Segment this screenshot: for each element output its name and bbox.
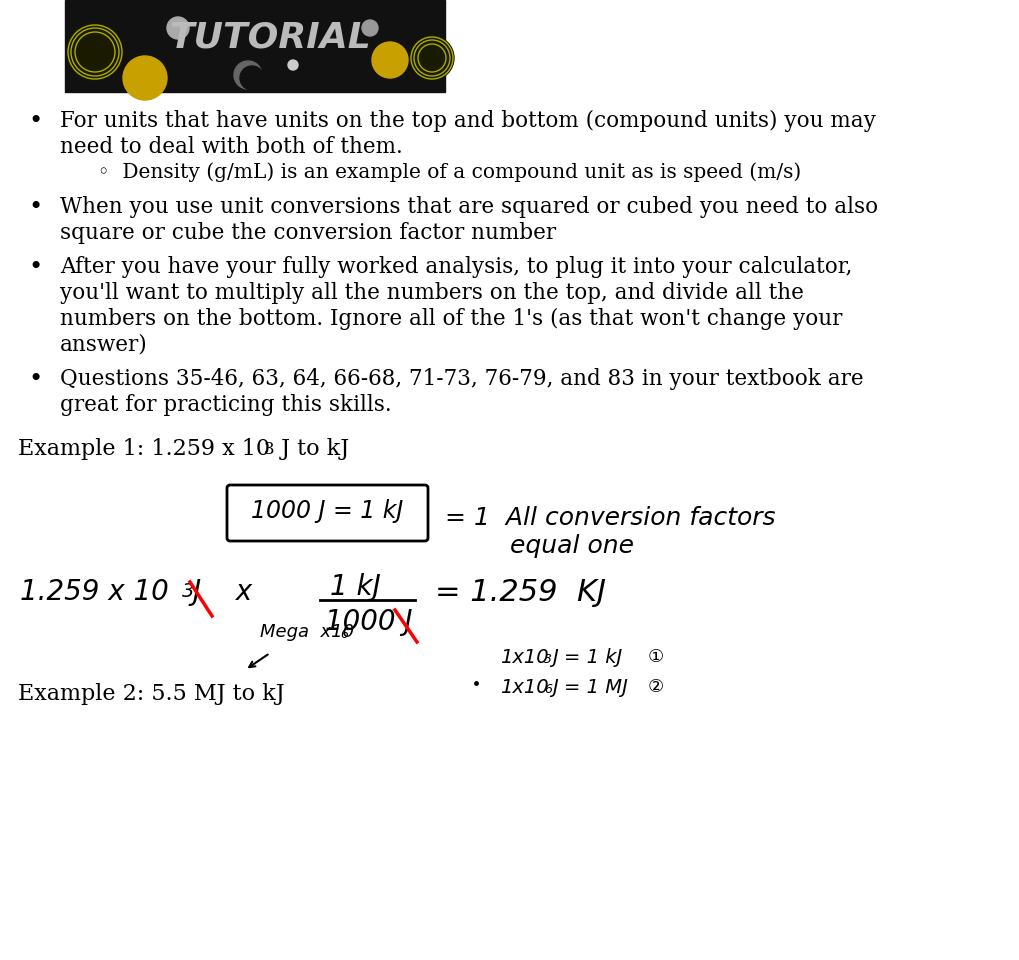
- Text: •: •: [28, 256, 42, 279]
- Text: 6: 6: [340, 628, 348, 641]
- Text: numbers on the bottom. Ignore all of the 1's (as that won't change your: numbers on the bottom. Ignore all of the…: [60, 308, 843, 330]
- Text: •: •: [28, 368, 42, 391]
- Text: For units that have units on the top and bottom (compound units) you may: For units that have units on the top and…: [60, 110, 876, 132]
- Text: Mega  x10: Mega x10: [260, 623, 355, 641]
- Text: 3: 3: [544, 653, 552, 666]
- Text: J: J: [193, 578, 201, 606]
- Text: 1000 J: 1000 J: [325, 608, 413, 636]
- Text: Example 2: 5.5 MJ to kJ: Example 2: 5.5 MJ to kJ: [18, 683, 284, 705]
- Text: answer): answer): [60, 334, 148, 356]
- Text: •: •: [28, 196, 42, 219]
- Text: J to kJ: J to kJ: [274, 438, 350, 460]
- Text: 6: 6: [544, 683, 552, 696]
- Text: square or cube the conversion factor number: square or cube the conversion factor num…: [60, 222, 556, 244]
- Text: equal one: equal one: [510, 534, 634, 558]
- Text: •: •: [28, 110, 42, 133]
- Text: 1 kJ: 1 kJ: [330, 573, 381, 601]
- Text: 1x10: 1x10: [500, 678, 548, 697]
- Circle shape: [123, 56, 167, 100]
- Text: x: x: [218, 578, 252, 606]
- Text: great for practicing this skills.: great for practicing this skills.: [60, 394, 391, 416]
- Text: ②: ②: [648, 678, 664, 696]
- Text: 1.259 x 10: 1.259 x 10: [20, 578, 169, 606]
- FancyBboxPatch shape: [65, 0, 445, 92]
- Text: you'll want to multiply all the numbers on the top, and divide all the: you'll want to multiply all the numbers …: [60, 282, 804, 304]
- Text: ◦  Density (g/mL) is an example of a compound unit as is speed (m/s): ◦ Density (g/mL) is an example of a comp…: [85, 162, 801, 181]
- Text: TUTORIAL: TUTORIAL: [169, 21, 371, 55]
- Text: need to deal with both of them.: need to deal with both of them.: [60, 136, 403, 158]
- Circle shape: [240, 66, 264, 90]
- Text: = 1.259  KJ: = 1.259 KJ: [435, 578, 606, 607]
- Circle shape: [372, 42, 408, 78]
- Circle shape: [167, 17, 189, 39]
- Text: After you have your fully worked analysis, to plug it into your calculator,: After you have your fully worked analysi…: [60, 256, 852, 278]
- Text: J = 1 kJ: J = 1 kJ: [552, 648, 623, 667]
- Text: = 1  All conversion factors: = 1 All conversion factors: [445, 506, 775, 530]
- Text: J = 1 MJ: J = 1 MJ: [552, 678, 628, 697]
- FancyBboxPatch shape: [227, 485, 428, 541]
- Circle shape: [362, 20, 378, 36]
- Text: Example 1: 1.259 x 10: Example 1: 1.259 x 10: [18, 438, 270, 460]
- Text: 3: 3: [264, 441, 275, 458]
- Text: 1x10: 1x10: [500, 648, 548, 667]
- Text: ①: ①: [648, 648, 664, 666]
- Text: 3: 3: [182, 582, 195, 601]
- Circle shape: [410, 36, 454, 80]
- Circle shape: [67, 24, 123, 80]
- Text: Questions 35-46, 63, 64, 66-68, 71-73, 76-79, and 83 in your textbook are: Questions 35-46, 63, 64, 66-68, 71-73, 7…: [60, 368, 864, 390]
- Circle shape: [234, 61, 262, 89]
- Text: When you use unit conversions that are squared or cubed you need to also: When you use unit conversions that are s…: [60, 196, 878, 218]
- Circle shape: [288, 60, 298, 70]
- Text: 1000 J = 1 kJ: 1000 J = 1 kJ: [251, 499, 404, 523]
